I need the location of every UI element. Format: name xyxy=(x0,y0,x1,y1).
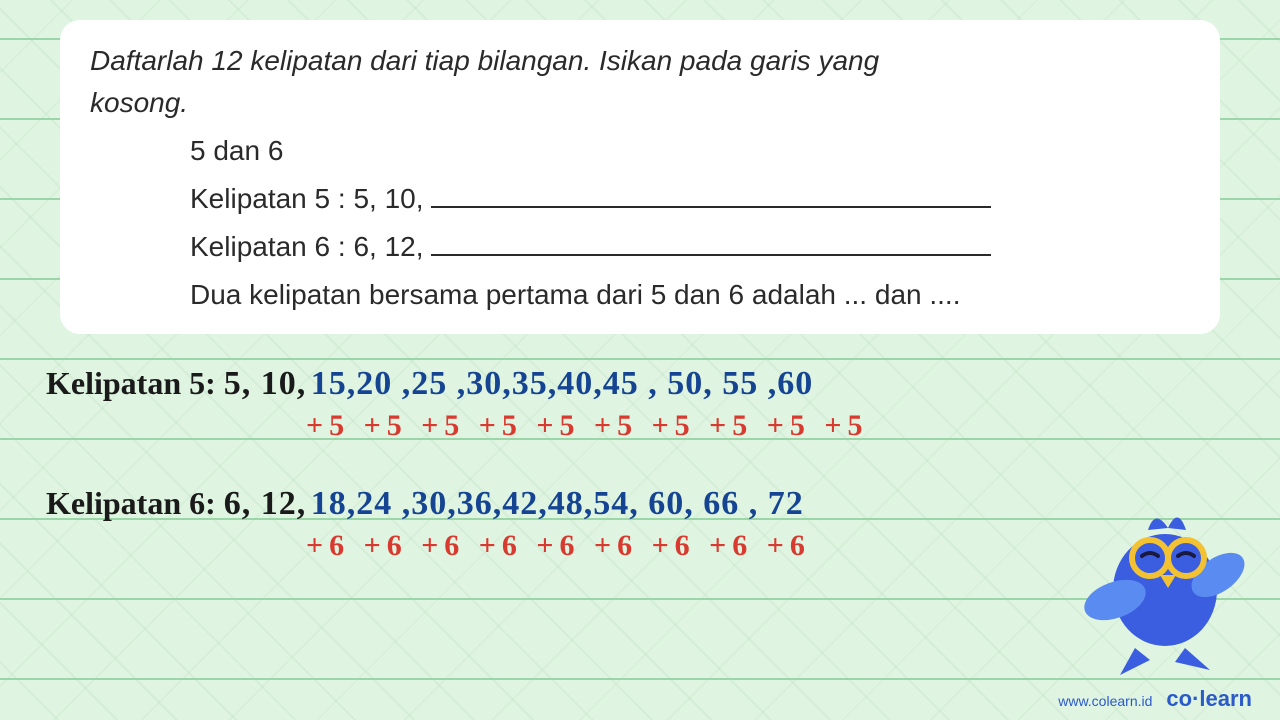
brand-left: co xyxy=(1166,686,1192,711)
mascot-svg xyxy=(1060,480,1260,680)
blank-line-5 xyxy=(431,206,991,208)
page-background: Daftarlah 12 kelipatan dari tiap bilanga… xyxy=(0,0,1280,720)
mascot-bird xyxy=(1060,480,1260,680)
answer5-label: Kelipatan 5: xyxy=(46,365,224,401)
question-card: Daftarlah 12 kelipatan dari tiap bilanga… xyxy=(60,20,1220,334)
answer6-given: 6, 12, xyxy=(224,485,307,522)
mult6-prefix: Kelipatan 6 : 6, 12, xyxy=(190,231,431,262)
instruction-line2: kosong. xyxy=(90,87,188,118)
question-common: Dua kelipatan bersama pertama dari 5 dan… xyxy=(190,274,1190,316)
footer-brand: co·learn xyxy=(1166,686,1252,712)
brand-right: learn xyxy=(1199,686,1252,711)
answer5-given: 5, 10, xyxy=(224,365,307,402)
question-mult5-line: Kelipatan 5 : 5, 10, xyxy=(190,178,1190,220)
question-mult6-line: Kelipatan 6 : 6, 12, xyxy=(190,226,1190,268)
footer-url: www.colearn.id xyxy=(1058,693,1152,709)
answer-row-6: Kelipatan 6: 6, 12, 18,24 ,30,36,42,48,5… xyxy=(46,485,1220,563)
instruction-line1: Daftarlah 12 kelipatan dari tiap bilanga… xyxy=(90,45,879,76)
mult5-prefix: Kelipatan 5 : 5, 10, xyxy=(190,183,431,214)
answer-zone: Kelipatan 5: 5, 10, 15,20 ,25 ,30,35,40,… xyxy=(46,355,1220,563)
question-body: 5 dan 6 Kelipatan 5 : 5, 10, Kelipatan 6… xyxy=(190,130,1190,316)
answer6-filled: 18,24 ,30,36,42,48,54, 60, 66 , 72 xyxy=(311,485,804,522)
answer5-increments: +5 +5 +5 +5 +5 +5 +5 +5 +5 +5 xyxy=(306,409,1220,443)
answer6-label: Kelipatan 6: xyxy=(46,485,224,521)
question-instruction: Daftarlah 12 kelipatan dari tiap bilanga… xyxy=(90,40,1190,124)
answer-row-5: Kelipatan 5: 5, 10, 15,20 ,25 ,30,35,40,… xyxy=(46,365,1220,443)
question-heading: 5 dan 6 xyxy=(190,130,1190,172)
answer5-filled: 15,20 ,25 ,30,35,40,45 , 50, 55 ,60 xyxy=(311,365,814,402)
footer: www.colearn.id co·learn xyxy=(1058,686,1252,712)
blank-line-6 xyxy=(431,254,991,256)
